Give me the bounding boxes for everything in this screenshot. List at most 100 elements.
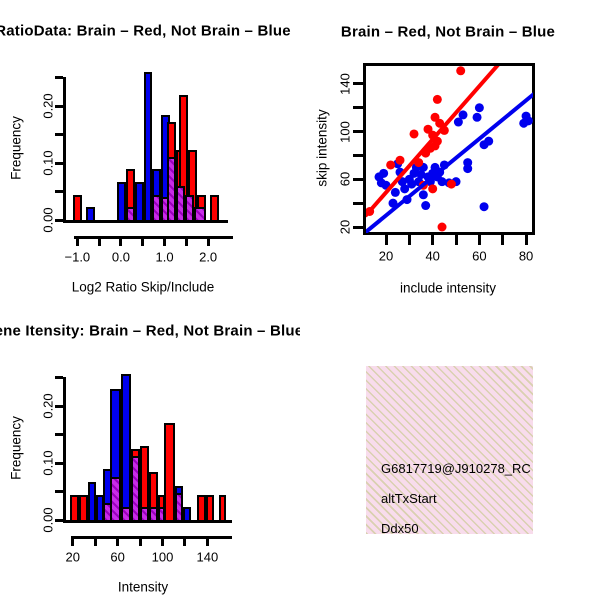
histogram-bar-red (197, 494, 207, 522)
scatter-point-blue (437, 177, 447, 187)
scatter-data-layer (366, 66, 533, 233)
y-axis-tick (353, 177, 363, 181)
y-tick-label: 0.20 (40, 393, 56, 419)
scatter-point-blue (463, 158, 473, 168)
scatter-point-blue (458, 110, 468, 120)
x-tick-label: 140 (196, 549, 219, 565)
ratio-histogram-title: RatioData: Brain – Red, Not Brain – Blue (0, 22, 291, 40)
x-axis-tick (119, 236, 123, 246)
gene-histogram-xlabel: Intensity (117, 579, 169, 595)
scatter-xlabel: include intensity (399, 280, 497, 296)
overlap-bar (152, 194, 162, 222)
x-axis-tick (384, 235, 388, 245)
x-axis-tick (138, 536, 142, 546)
scatter-plot: 20 40 60 80 20 60 100 140 (300, 0, 600, 300)
scatter-point-blue (472, 112, 482, 122)
scatter-point-red (456, 66, 466, 76)
overlap-bar (185, 194, 195, 222)
x-axis-tick (454, 235, 458, 245)
overlap-bar (149, 507, 158, 522)
y-axis-tick (55, 76, 63, 80)
plot-frame (363, 63, 535, 235)
overlap-bar (131, 456, 141, 522)
y-tick-label: 0.00 (40, 207, 56, 233)
x-axis-tick (184, 236, 188, 246)
scatter-point-blue (379, 168, 389, 178)
y-axis-line (63, 76, 66, 223)
histogram-bar-red (70, 494, 80, 522)
x-axis-tick (163, 236, 167, 246)
y-axis-tick (353, 201, 363, 205)
x-axis-tick (206, 236, 210, 246)
y-axis-tick (55, 490, 63, 494)
x-axis-tick (97, 236, 101, 246)
histogram-bar-red (209, 194, 219, 222)
scatter-point-blue (421, 201, 431, 211)
y-tick-label: 0.10 (40, 150, 56, 176)
scatter-point-blue (474, 103, 484, 113)
gene-histogram-plot: 0.00 0.10 0.20 20 60 100 140 (0, 300, 300, 600)
histogram-bar-blue (86, 207, 95, 222)
histogram-bar-blue (134, 181, 144, 222)
y-axis-tick (353, 153, 363, 157)
overlap-bar (120, 507, 132, 522)
scatter-point-red (435, 118, 445, 128)
histogram-bar-red (218, 494, 227, 522)
gene-histogram-title: Gene Itensity: Brain – Red, Not Brain – … (0, 322, 300, 340)
histogram-bar-red (72, 194, 82, 222)
x-tick-label: 60 (472, 248, 487, 264)
overlap-bar (166, 157, 176, 222)
x-axis-tick (205, 536, 209, 546)
histogram-bar-red (206, 494, 215, 522)
histogram-bar-red (163, 423, 175, 522)
ratio-histogram-xlabel: Log2 Ratio Skip/Include (71, 279, 215, 295)
y-tick-label: 0.20 (40, 93, 56, 119)
overlap-bar (194, 207, 206, 222)
x-axis-tick (477, 235, 481, 245)
overlap-bar (175, 185, 185, 222)
scatter-point-blue (400, 184, 410, 194)
x-axis-line (72, 536, 232, 539)
y-axis-tick (55, 133, 63, 137)
panel-gene-intensity-histogram: Gene Itensity: Brain – Red, Not Brain – … (0, 300, 300, 600)
x-axis-tick (116, 536, 120, 546)
histogram-bar-blue (88, 481, 97, 522)
y-axis-tick (353, 130, 363, 134)
y-axis-tick (55, 190, 63, 194)
scatter-point-red (395, 155, 405, 165)
scatter-point-blue (484, 136, 494, 146)
histogram-bar-red (79, 494, 89, 522)
x-axis-tick (141, 236, 145, 246)
y-tick-label: 60 (337, 172, 353, 187)
y-axis-tick (55, 218, 63, 222)
scatter-point-blue (390, 187, 400, 197)
histogram-bar-blue (143, 72, 153, 222)
x-tick-label: 80 (518, 248, 534, 264)
ratio-histogram-plot: 0.00 0.10 0.20 −1.0 0.0 1.0 2.0 (0, 0, 300, 300)
panel-info-box: G6817719@J910278_RC altTxStart Ddx50 chr… (300, 300, 600, 600)
info-gene-name: Ddx50 (381, 521, 419, 534)
histogram-bar-blue (120, 374, 132, 522)
info-event-type: altTxStart (381, 491, 437, 506)
overlap-bar (174, 492, 183, 522)
overlap-bar (140, 507, 150, 522)
x-axis-tick (183, 536, 187, 546)
x-axis-tick (75, 236, 79, 246)
scatter-point-red (409, 129, 419, 139)
scatter-title: Brain – Red, Not Brain – Blue (340, 23, 556, 41)
fit-line-blue (366, 92, 533, 233)
x-tick-label: 2.0 (199, 249, 218, 265)
histogram-bar-blue (182, 507, 191, 522)
y-axis-tick (353, 106, 363, 110)
histogram-bar-blue (117, 181, 127, 222)
y-axis-tick (55, 104, 63, 108)
y-tick-label: 20 (337, 219, 353, 235)
x-tick-label: 100 (151, 549, 174, 565)
scatter-point-blue (479, 202, 489, 212)
overlap-bar (126, 207, 135, 222)
y-axis-tick (353, 225, 363, 229)
y-axis-tick (55, 461, 63, 465)
y-axis-tick (55, 518, 63, 522)
panel-intensity-scatter: Brain – Red, Not Brain – Blue skip inten… (300, 0, 600, 300)
x-axis-tick (501, 235, 505, 245)
